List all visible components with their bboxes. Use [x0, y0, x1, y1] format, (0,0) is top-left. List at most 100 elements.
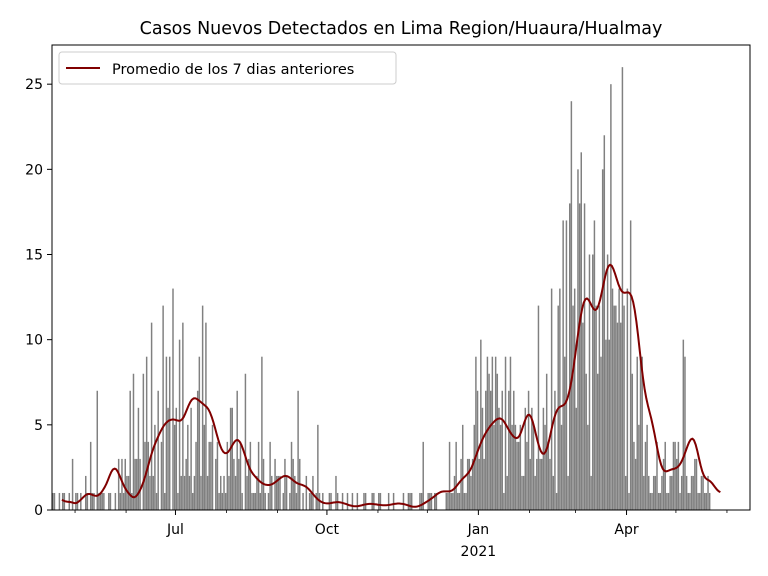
- bar: [657, 492, 660, 510]
- bar: [371, 492, 373, 510]
- bar: [601, 169, 604, 510]
- bar: [608, 339, 610, 510]
- bar: [236, 390, 238, 510]
- bar: [117, 458, 120, 510]
- bar: [486, 356, 489, 510]
- bar: [572, 305, 574, 510]
- bar: [445, 492, 448, 510]
- bar: [80, 492, 82, 510]
- bar: [308, 492, 311, 510]
- bar: [165, 356, 168, 510]
- bar: [473, 424, 475, 510]
- bar: [547, 441, 550, 510]
- bar: [256, 475, 258, 510]
- bar: [463, 492, 466, 510]
- bar: [605, 339, 607, 510]
- bar: [580, 152, 582, 510]
- bar: [251, 492, 253, 510]
- bar: [294, 475, 296, 510]
- bar: [564, 356, 566, 510]
- bar: [378, 492, 380, 510]
- bar: [182, 322, 184, 510]
- bar: [481, 407, 484, 510]
- bar: [700, 475, 703, 510]
- bar: [172, 288, 174, 510]
- bar: [205, 322, 207, 510]
- x-tick-label: Jul: [166, 522, 184, 538]
- bar: [519, 424, 522, 510]
- bar: [58, 492, 61, 510]
- bar: [297, 390, 299, 510]
- bar: [216, 441, 219, 510]
- bar: [606, 254, 609, 510]
- y-tick-label: 15: [25, 248, 43, 264]
- bar: [552, 475, 555, 510]
- bar: [521, 475, 523, 510]
- legend: Promedio de los 7 dias anteriores: [58, 51, 397, 85]
- bar: [652, 475, 655, 510]
- bar: [192, 492, 194, 510]
- bar: [132, 373, 135, 510]
- bar: [139, 458, 141, 510]
- bar: [554, 390, 556, 510]
- bar: [669, 475, 671, 510]
- bar: [109, 492, 112, 510]
- bar: [122, 492, 125, 510]
- bar: [91, 492, 94, 510]
- bar: [257, 441, 260, 510]
- bar: [666, 492, 668, 510]
- bar: [96, 390, 99, 510]
- bar: [188, 475, 191, 510]
- bar: [187, 424, 189, 510]
- bar: [695, 458, 698, 510]
- bar: [621, 67, 624, 510]
- bar: [407, 492, 410, 510]
- bar: [61, 492, 64, 510]
- y-tick-label: 25: [25, 77, 43, 93]
- bar: [654, 475, 657, 510]
- bar: [592, 254, 594, 510]
- bar: [626, 288, 629, 510]
- bar: [503, 492, 505, 510]
- bar: [215, 458, 217, 510]
- bar: [671, 475, 673, 510]
- bar: [483, 458, 485, 510]
- bar: [315, 492, 317, 510]
- bar: [661, 475, 663, 510]
- bar: [527, 390, 530, 510]
- bar: [162, 305, 164, 510]
- bar: [154, 424, 156, 510]
- bar: [498, 407, 500, 510]
- bar: [690, 475, 693, 510]
- bar: [582, 322, 584, 510]
- bar: [330, 492, 332, 510]
- bar: [496, 373, 499, 510]
- bar: [145, 356, 148, 510]
- bar-series: [52, 67, 711, 511]
- y-tick-label: 5: [34, 418, 43, 434]
- bar: [565, 220, 568, 510]
- bar: [155, 492, 158, 510]
- bar: [618, 288, 620, 510]
- bar: [328, 492, 331, 510]
- bar: [593, 220, 596, 510]
- bar: [475, 356, 477, 510]
- bar: [373, 492, 375, 510]
- bar: [529, 458, 531, 510]
- bar: [277, 475, 280, 510]
- bar: [149, 475, 151, 510]
- bar: [203, 424, 206, 510]
- bar: [703, 492, 706, 510]
- bar: [578, 203, 581, 510]
- bar: [501, 390, 503, 510]
- x-axis: Jul Oct Jan 2021 Apr: [74, 510, 728, 560]
- bar: [638, 424, 640, 510]
- bar: [267, 492, 270, 510]
- bar: [689, 492, 691, 510]
- bar: [708, 492, 711, 510]
- bar: [310, 492, 313, 510]
- bar: [544, 424, 546, 510]
- bar: [575, 407, 578, 510]
- bar: [697, 492, 699, 510]
- bar: [636, 356, 638, 510]
